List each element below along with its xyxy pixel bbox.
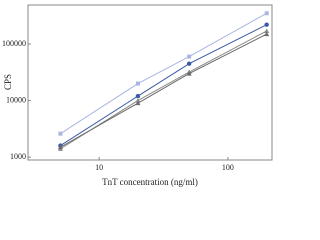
- chart: TnT concentration (ng/ml) CPS 10 100 1000 1…: [2, 4, 273, 187]
- marker: [264, 31, 270, 37]
- marker: [135, 81, 140, 86]
- marker: [135, 98, 141, 103]
- marker: [186, 71, 192, 76]
- marker: [186, 61, 192, 66]
- plot-frame: [27, 4, 273, 161]
- x-tick-label: 10: [95, 163, 103, 172]
- marker: [264, 11, 269, 16]
- marker: [264, 28, 270, 33]
- marker: [57, 144, 63, 150]
- series-line: [60, 33, 267, 148]
- series-line: [60, 24, 267, 147]
- marker: [264, 22, 269, 27]
- marker: [58, 131, 63, 136]
- marker: [135, 93, 141, 99]
- y-tick-label: 10000: [6, 95, 26, 104]
- x-tick-label: 100: [222, 163, 234, 172]
- marker: [135, 100, 141, 106]
- marker: [187, 54, 192, 59]
- y-tick-label: 1000: [10, 152, 26, 161]
- x-axis-title: TnT concentration (ng/ml): [102, 177, 198, 187]
- y-axis-title: CPS: [3, 74, 13, 90]
- series-line: [60, 12, 267, 135]
- y-tick-label: 100000: [2, 39, 26, 48]
